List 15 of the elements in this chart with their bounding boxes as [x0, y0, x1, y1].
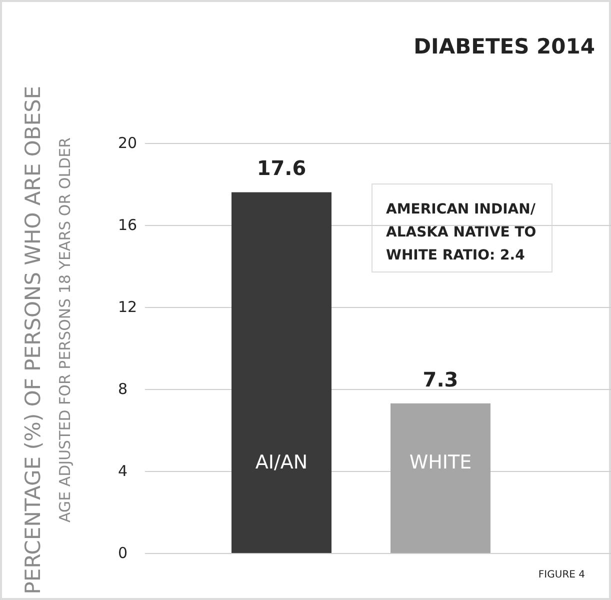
- y-tick-label: 4: [118, 462, 128, 480]
- y-tick-label: 8: [118, 380, 128, 398]
- x-tick-label: AI/AN: [255, 452, 308, 474]
- x-tick-label: WHITE: [409, 452, 472, 474]
- data-label: 7.3: [422, 367, 458, 392]
- chart-title: DIABETES 2014: [414, 34, 596, 58]
- caption: FIGURE 4: [538, 570, 585, 580]
- y-tick-label: 16: [118, 216, 138, 234]
- data-label: 17.6: [256, 156, 306, 180]
- annotation: AMERICAN INDIAN/ ALASKA NATIVE TO WHITE RATIO: 2.4: [386, 202, 536, 264]
- y-axis-title: PERCENTAGE (%) OF PERSONS WHO ARE OBESE: [21, 86, 45, 594]
- y-tick-label: 0: [118, 544, 128, 562]
- y-tick-label: 20: [118, 134, 138, 152]
- text: AGE ADJUSTED FOR PERSONS 18 YEARS OR OLDER: [56, 137, 74, 523]
- y-tick-label: 12: [118, 298, 138, 316]
